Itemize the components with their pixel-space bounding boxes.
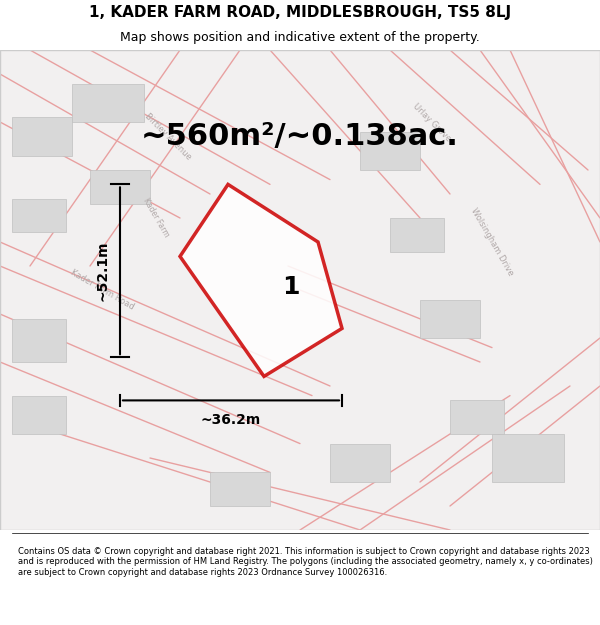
Bar bbox=[72, 84, 144, 122]
Text: Birtley Avenue: Birtley Avenue bbox=[143, 111, 193, 161]
Text: ~560m²/~0.138ac.: ~560m²/~0.138ac. bbox=[141, 122, 459, 151]
Bar bbox=[90, 170, 150, 204]
Bar bbox=[12, 118, 72, 156]
Text: Kader Farm: Kader Farm bbox=[141, 197, 171, 239]
Bar bbox=[360, 132, 420, 170]
Bar bbox=[12, 319, 66, 362]
Text: Map shows position and indicative extent of the property.: Map shows position and indicative extent… bbox=[120, 31, 480, 44]
Polygon shape bbox=[180, 184, 342, 376]
Bar bbox=[330, 444, 390, 482]
Text: ~52.1m: ~52.1m bbox=[95, 241, 109, 301]
Bar bbox=[492, 434, 564, 482]
Bar bbox=[450, 401, 504, 434]
Text: Contains OS data © Crown copyright and database right 2021. This information is : Contains OS data © Crown copyright and d… bbox=[18, 547, 593, 577]
Bar bbox=[420, 299, 480, 338]
Text: ~36.2m: ~36.2m bbox=[201, 412, 261, 427]
Text: Kader Farm Road: Kader Farm Road bbox=[68, 268, 136, 312]
Text: Wolsingham Drive: Wolsingham Drive bbox=[469, 207, 515, 278]
Bar bbox=[12, 396, 66, 434]
Bar bbox=[12, 199, 66, 232]
Bar bbox=[390, 218, 444, 252]
Bar bbox=[210, 472, 270, 506]
Text: 1: 1 bbox=[281, 275, 299, 299]
Text: Urlay Grove: Urlay Grove bbox=[411, 101, 453, 143]
Text: 1, KADER FARM ROAD, MIDDLESBROUGH, TS5 8LJ: 1, KADER FARM ROAD, MIDDLESBROUGH, TS5 8… bbox=[89, 5, 511, 20]
